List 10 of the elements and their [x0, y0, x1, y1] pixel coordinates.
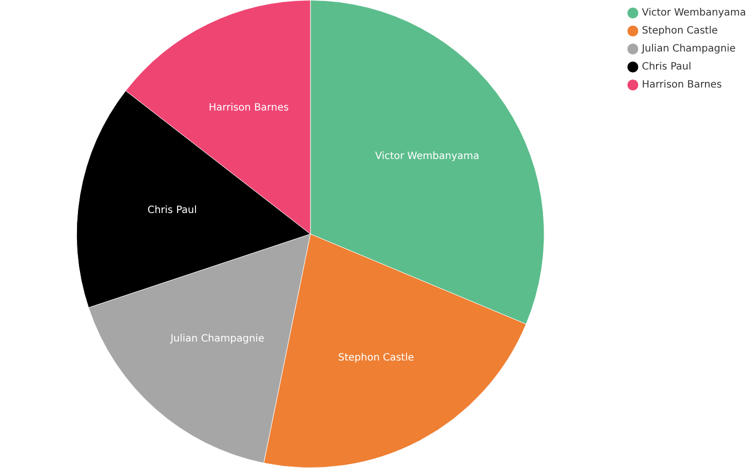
legend-label: Harrison Barnes [642, 80, 722, 91]
slice-label: Stephon Castle [338, 352, 414, 364]
legend-label: Victor Wembanyama [642, 8, 746, 19]
legend-label: Julian Champagnie [640, 44, 736, 55]
slice-label: Julian Champagnie [169, 334, 264, 345]
legend-label: Chris Paul [642, 62, 692, 73]
slice-label: Victor Wembanyama [375, 150, 480, 162]
legend-label: Stephon Castle [642, 26, 718, 37]
slice-label: Harrison Barnes [208, 102, 289, 114]
slice-label: Chris Paul [147, 204, 197, 216]
